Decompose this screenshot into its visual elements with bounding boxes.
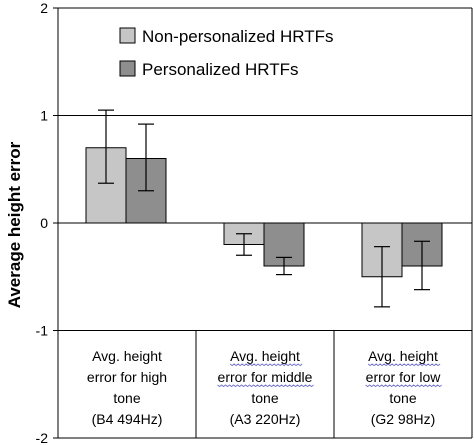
category-label-line: (A3 220Hz) xyxy=(230,411,301,427)
category-label-line: tone xyxy=(251,390,278,406)
category-label-line: tone xyxy=(113,390,140,406)
category-label-line: error for high xyxy=(87,369,167,385)
y-tick-label: -2 xyxy=(36,430,49,445)
axes xyxy=(53,7,473,439)
category-label-line: Avg. height xyxy=(230,348,300,364)
spellcheck-squiggle xyxy=(229,363,303,367)
error-bars xyxy=(98,109,430,308)
category-label-line: tone xyxy=(389,390,416,406)
category-label-line: error for middle xyxy=(218,369,313,385)
legend-label: Personalized HRTFs xyxy=(142,60,299,79)
category-label-line: (B4 494Hz) xyxy=(92,411,163,427)
bars xyxy=(85,147,443,278)
legend-label: Non-personalized HRTFs xyxy=(142,27,333,46)
legend-swatch xyxy=(119,60,136,77)
spellcheck-squiggle xyxy=(367,363,441,367)
legend-swatch xyxy=(119,27,136,44)
y-tick-label: 2 xyxy=(40,0,48,16)
legend: Non-personalized HRTFs Personalized HRTFs xyxy=(119,27,333,79)
spellcheck-squiggle xyxy=(365,384,442,388)
y-tick-label: -1 xyxy=(36,323,49,339)
category-label-line: error for low xyxy=(366,369,442,385)
category-labels: Avg. height error for high tone (B4 494Hz) A… xyxy=(87,348,442,427)
y-tick-label: 1 xyxy=(40,108,48,124)
category-label-line: Avg. height xyxy=(368,348,438,364)
category-label-line: (G2 98Hz) xyxy=(371,411,436,427)
spellcheck-squiggle xyxy=(217,384,314,388)
y-axis-label: Average height error xyxy=(5,141,24,308)
y-tick-labels: 2 1 0 -1 -2 xyxy=(36,0,49,445)
category-label-line: Avg. height xyxy=(92,348,162,364)
y-tick-label: 0 xyxy=(40,215,48,231)
